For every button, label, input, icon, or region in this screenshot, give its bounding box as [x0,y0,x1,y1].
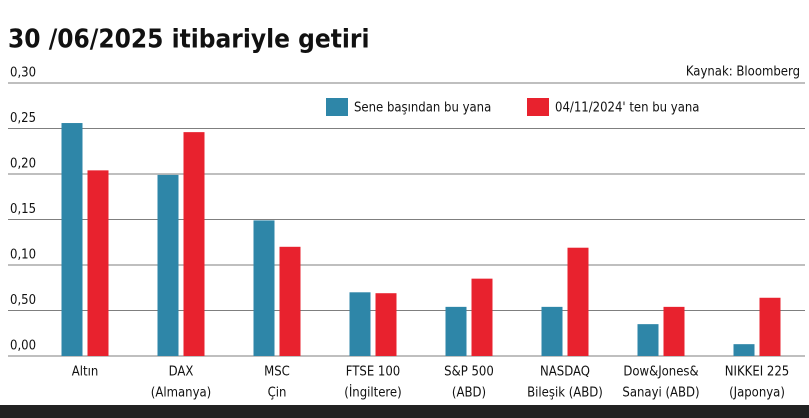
legend-label: Sene başından bu yana [354,101,491,116]
chart-title: 30 /06/2025 itibariyle getiri [8,25,369,55]
bar [87,170,109,356]
bar [279,246,301,356]
legend-swatch [527,98,549,116]
legend-swatch [326,98,348,116]
legend-label: 04/11/2024' ten bu yana [555,101,699,116]
bar [375,293,397,356]
bar [349,292,371,356]
x-tick-label: (Japonya) [729,386,785,401]
x-tick-label: Çin [268,386,287,401]
x-tick-label: Bileşik (ABD) [527,386,603,401]
source: Kaynak: Bloomberg [686,65,800,80]
x-tick-label: (ABD) [452,386,486,401]
bar [663,306,685,356]
bar [471,278,493,356]
x-tick-label: NASDAQ [540,365,590,380]
bar [61,123,83,356]
x-tick-label: Sanayi (ABD) [622,386,699,401]
bar [183,132,205,356]
x-tick-label: NIKKEI 225 [725,365,789,380]
x-tick-label: Altın [72,365,99,380]
y-tick-label: 0,25 [10,111,36,126]
y-tick-label: 0,00 [10,339,36,354]
y-tick-label: 0,30 [10,66,36,81]
bar [253,220,275,356]
bar [637,324,659,356]
footer-bar [0,405,809,418]
y-tick-label: 0,20 [10,157,36,172]
x-tick-label: MSC [264,365,290,380]
y-tick-label: 0,15 [10,202,36,217]
bar [759,297,781,356]
bar [541,306,563,356]
x-tick-label: FTSE 100 [346,365,401,380]
x-tick-label: Dow&Jones& [623,365,698,380]
x-tick-label: (İngiltere) [344,385,401,401]
bar [445,306,467,356]
x-tick-label: DAX [169,365,194,380]
bar [567,247,589,356]
x-tick-label: S&P 500 [444,365,494,380]
y-tick-label: 0,50 [10,293,36,308]
bar [733,344,755,356]
bar [157,174,179,356]
y-tick-label: 0,10 [10,248,36,263]
x-tick-label: (Almanya) [151,386,211,401]
